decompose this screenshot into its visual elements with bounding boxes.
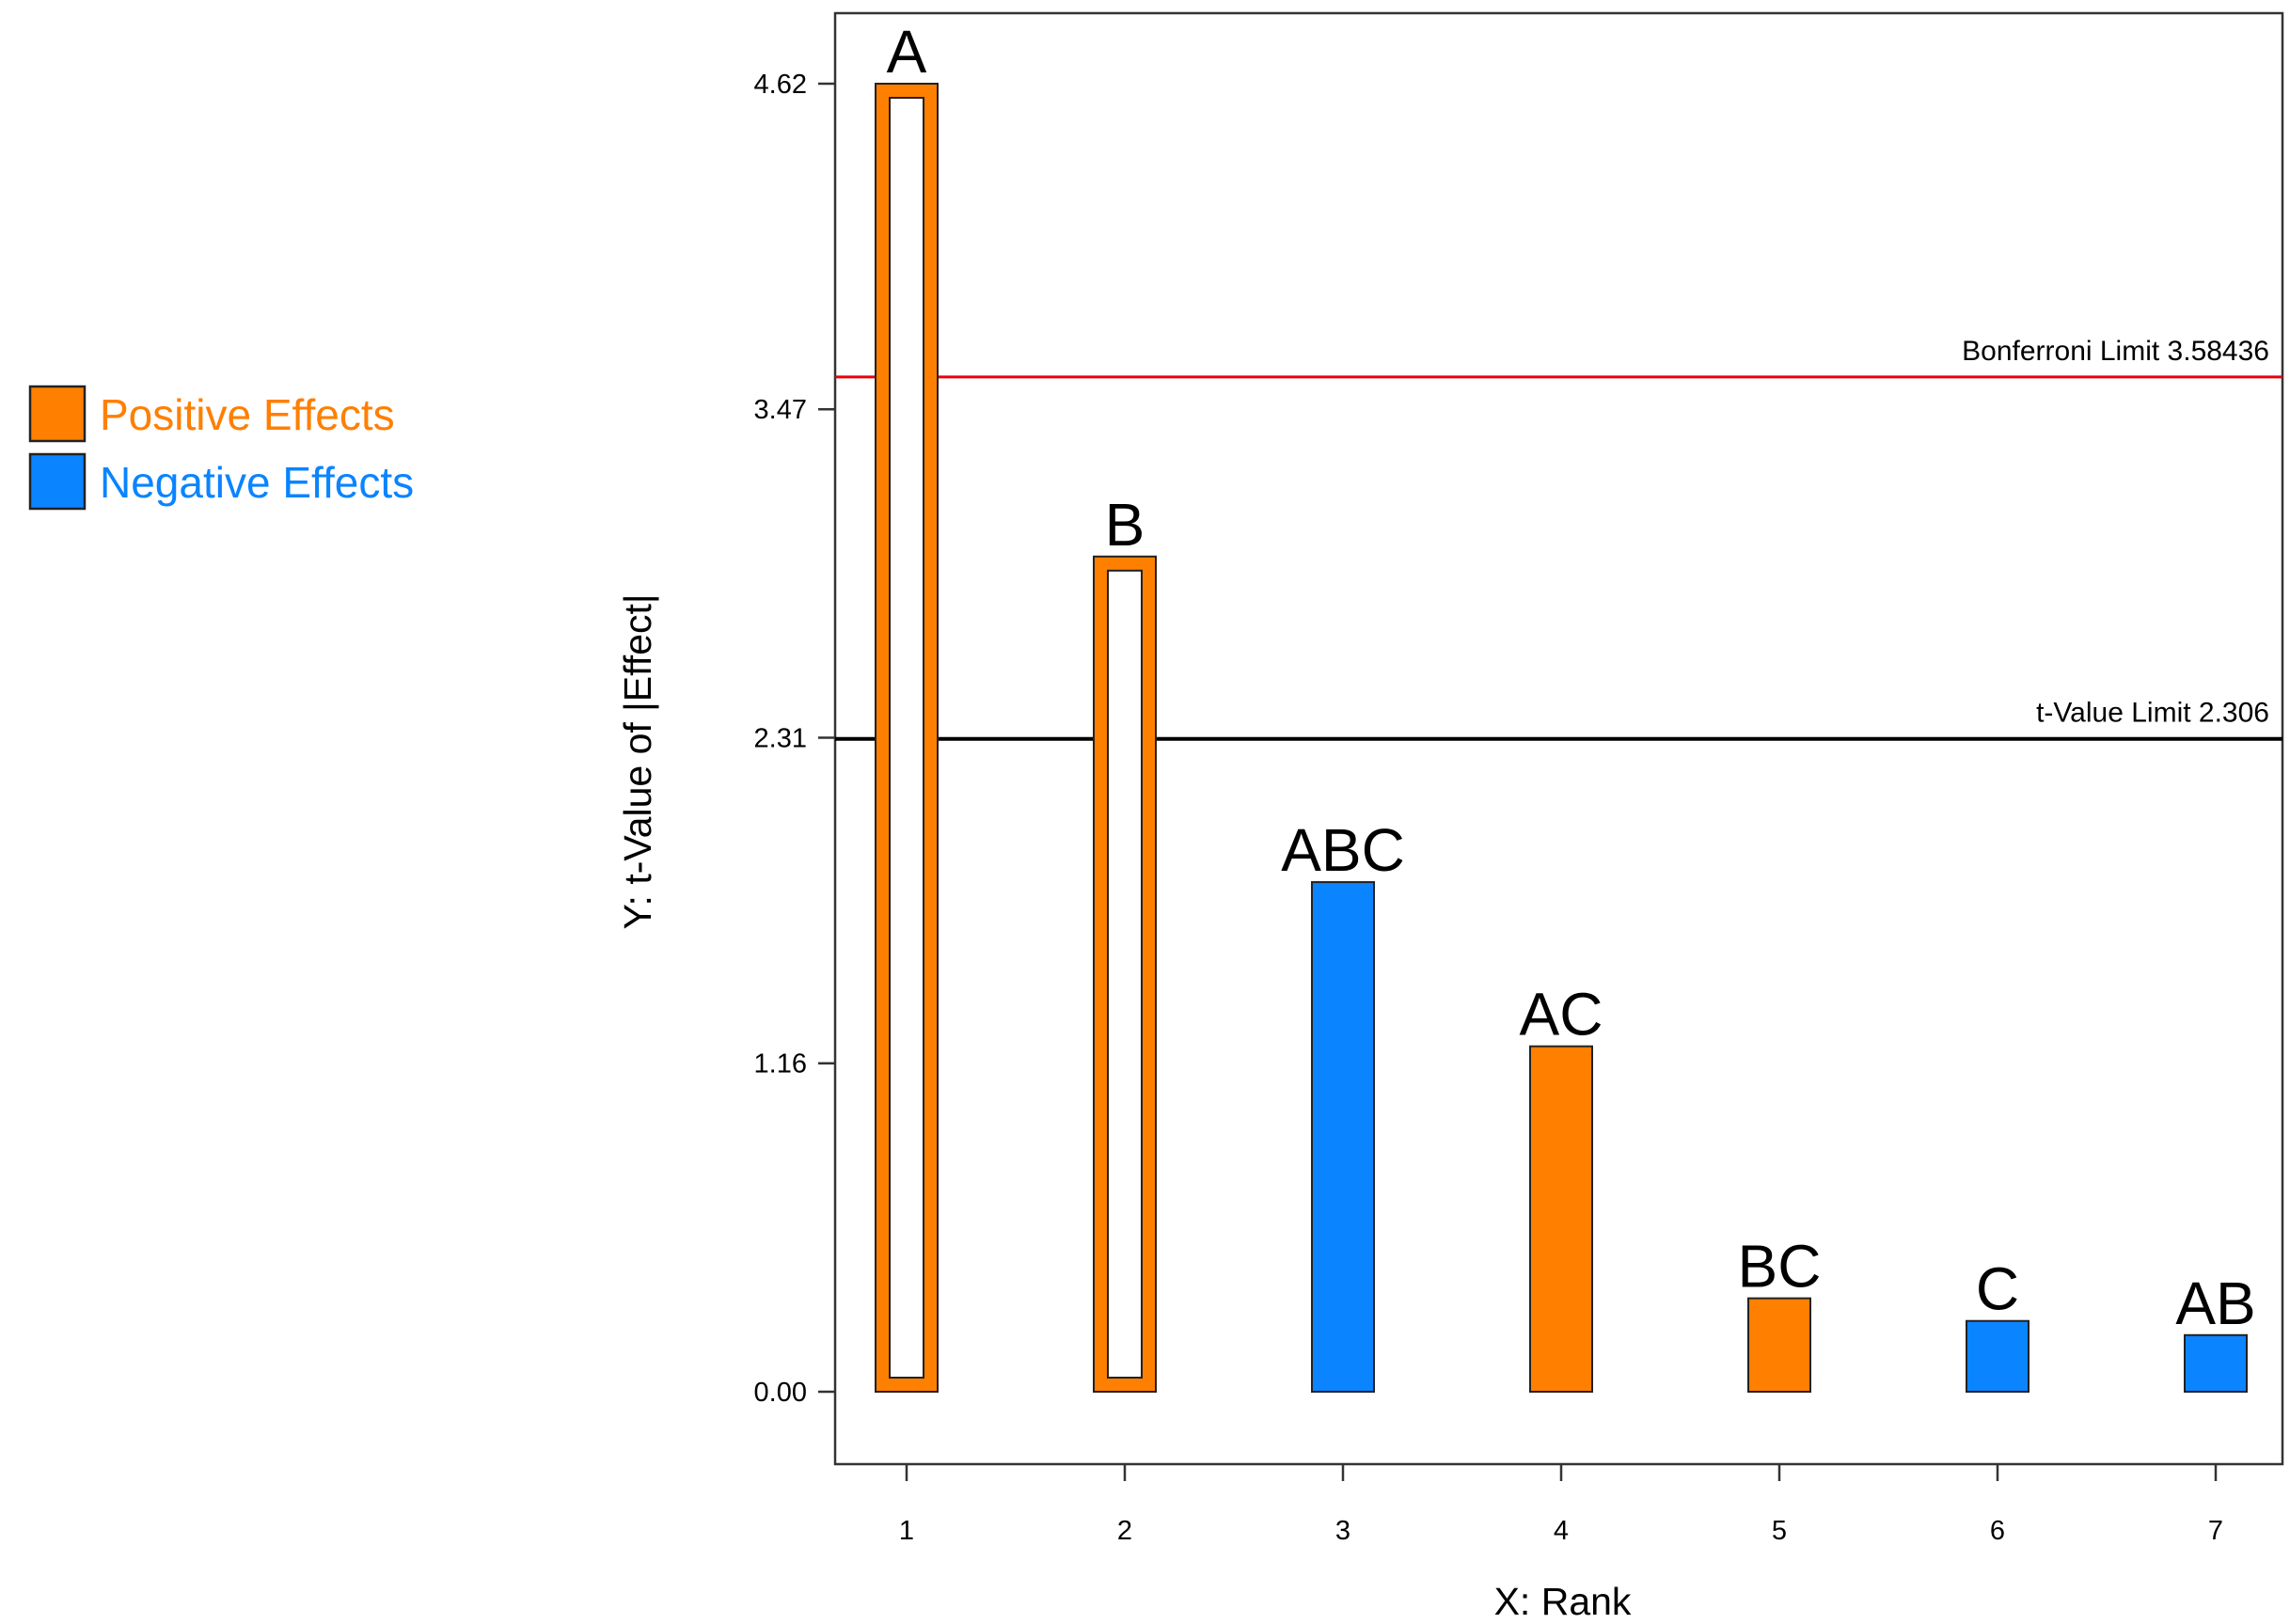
y-tick-label-1.16: 1.16 (754, 1049, 807, 1080)
x-tick-label-5: 5 (1772, 1516, 1787, 1546)
y-axis-title: Y: t-Value of |Effect| (616, 593, 659, 929)
x-tick-label-6: 6 (1990, 1516, 2005, 1546)
y-tick-label-3.47: 3.47 (754, 395, 807, 425)
bar-abc (1311, 881, 1375, 1393)
bar-label-abc: ABC (1281, 816, 1405, 884)
bar-b-inner (1107, 569, 1143, 1379)
x-tick-label-4: 4 (1554, 1516, 1569, 1546)
legend-label-negative-effects: Negative Effects (100, 458, 414, 507)
bar-c (1966, 1319, 2029, 1394)
bonferroni-limit-label: Bonferroni Limit 3.58436 (1962, 336, 2269, 367)
bar-ab (2184, 1333, 2248, 1394)
bar-label-b: B (1105, 491, 1145, 559)
x-tick-label-1: 1 (899, 1516, 914, 1546)
legend-swatch-negative-effects (28, 452, 87, 511)
legend-swatch-positive-effects (28, 385, 87, 443)
x-tick-label-7: 7 (2208, 1516, 2223, 1546)
bar-label-ab: AB (2175, 1269, 2255, 1337)
y-tick-label-2.31: 2.31 (754, 724, 807, 754)
bar-bc (1747, 1297, 1811, 1393)
bar-label-a: A (887, 18, 927, 86)
t-value-limit-label: t-Value Limit 2.306 (2036, 698, 2269, 729)
bar-label-c: C (1976, 1255, 2019, 1323)
x-axis-title: X: Rank (1494, 1580, 1632, 1623)
bar-ac (1529, 1045, 1593, 1394)
bar-label-bc: BC (1738, 1233, 1822, 1301)
legend-label-positive-effects: Positive Effects (100, 390, 395, 439)
y-tick-label-4.62: 4.62 (754, 70, 807, 100)
bar-a-inner (889, 97, 924, 1379)
x-tick-label-3: 3 (1335, 1516, 1350, 1546)
bar-label-ac: AC (1520, 981, 1603, 1049)
x-tick-label-2: 2 (1117, 1516, 1132, 1546)
y-tick-label-0.00: 0.00 (754, 1378, 807, 1408)
